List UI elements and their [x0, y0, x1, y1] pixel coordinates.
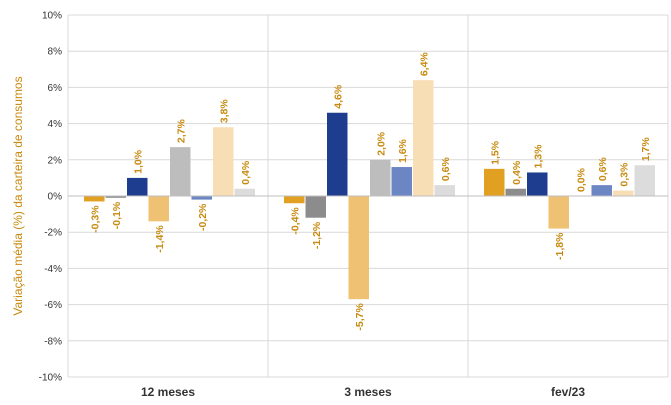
y-tick-label: -6% — [44, 300, 62, 311]
data-label: 0,4% — [511, 160, 523, 185]
y-tick-label: 8% — [48, 47, 63, 58]
category-labels: 12 meses 3 meses fev/23 — [141, 385, 585, 399]
bar — [434, 185, 455, 196]
y-axis-title: Variação média (%) da carteira de consum… — [11, 76, 25, 315]
data-label: 1,3% — [532, 144, 544, 169]
y-tick-label: -10% — [39, 373, 62, 384]
data-label: 3,8% — [218, 99, 230, 124]
data-label: 1,6% — [397, 138, 409, 163]
data-label: -1,4% — [154, 225, 166, 253]
y-tick-label: 6% — [48, 83, 63, 94]
bar — [105, 196, 126, 198]
data-label: 6,4% — [418, 52, 430, 77]
data-label: -1,2% — [311, 221, 323, 249]
bar — [548, 196, 569, 229]
y-tick-label: 4% — [48, 119, 63, 130]
y-tick-label: 2% — [48, 155, 63, 166]
bar — [413, 80, 434, 196]
bar — [191, 196, 212, 200]
data-label: -0,3% — [89, 205, 101, 233]
bar — [213, 127, 234, 196]
bar — [148, 196, 169, 222]
bar — [370, 159, 391, 196]
category-label: 12 meses — [141, 385, 195, 399]
data-label: -0,2% — [197, 203, 209, 231]
data-label: -5,7% — [354, 303, 366, 331]
bar — [391, 167, 412, 196]
data-label: 0,6% — [597, 157, 609, 182]
bar — [527, 172, 548, 196]
data-label: 1,5% — [489, 140, 501, 165]
bar — [484, 168, 505, 196]
bar — [170, 147, 191, 196]
data-label: 0,3% — [618, 162, 630, 187]
data-label: 2,0% — [375, 131, 387, 156]
bar — [505, 188, 526, 196]
bar — [84, 196, 105, 202]
data-label: 2,7% — [175, 119, 187, 144]
data-label: -1,8% — [554, 232, 566, 260]
data-labels: -0,3% -0,1% 1,0% -1,4% 2,7% -0,2% 3,8% 0,4% -0,4… — [89, 52, 652, 331]
y-tick-label: -8% — [44, 336, 62, 347]
bar — [127, 177, 148, 196]
y-tick-label: 10% — [42, 11, 62, 22]
bar — [348, 196, 369, 300]
bar — [284, 196, 305, 204]
bar — [634, 165, 655, 196]
bar — [613, 190, 634, 196]
bars — [68, 80, 668, 300]
y-tick-label: -4% — [44, 264, 62, 275]
category-label: fev/23 — [551, 385, 585, 399]
y-tick-label: -2% — [44, 228, 62, 239]
y-axis-tick-labels: 10% 8% 6% 4% 2% 0% -2% -4% -6% -8% -10% — [39, 11, 62, 384]
data-label: 4,6% — [332, 84, 344, 109]
data-label: 0,6% — [440, 157, 452, 182]
category-label: 3 meses — [344, 385, 392, 399]
bar — [591, 185, 612, 196]
bar — [305, 196, 326, 218]
data-label: 0,0% — [575, 167, 587, 192]
bar — [327, 112, 348, 196]
data-label: -0,4% — [289, 207, 301, 235]
y-tick-label: 0% — [48, 192, 63, 203]
bar — [234, 188, 255, 196]
data-label: 1,7% — [640, 137, 652, 162]
data-label: 0,4% — [240, 160, 252, 185]
data-label: -0,1% — [111, 201, 123, 229]
data-label: 1,0% — [132, 149, 144, 174]
